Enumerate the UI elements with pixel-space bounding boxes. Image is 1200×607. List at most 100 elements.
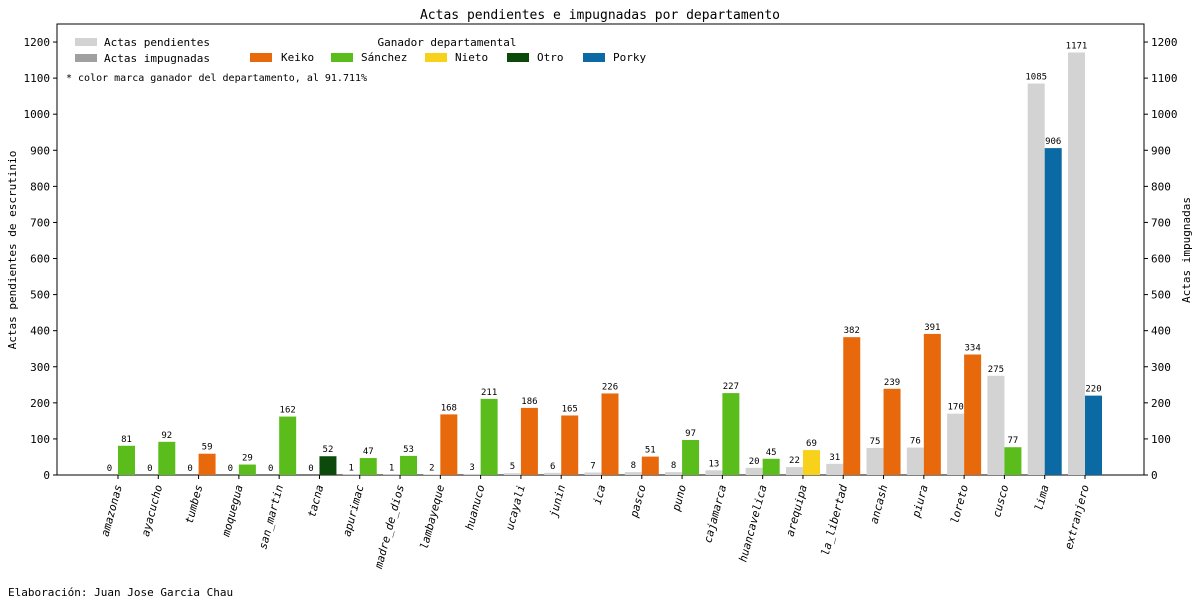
y-tick-label-right: 100 <box>1151 433 1171 446</box>
bar-pendientes-junin <box>544 472 562 475</box>
y-tick-label-right: 1000 <box>1151 108 1178 121</box>
bar-pendientes-extranjero <box>1068 52 1085 475</box>
label-impugnadas-madre_de_dios: 53 <box>403 445 414 455</box>
y-tick-label-right: 1100 <box>1151 72 1178 85</box>
label-impugnadas-amazonas: 81 <box>121 435 132 445</box>
bar-pendientes-cusco <box>987 375 1005 475</box>
y-tick-label-left: 600 <box>30 253 50 266</box>
legend-swatch-porky <box>583 53 605 62</box>
x-tick-label-huancavelica: huancavelica <box>736 483 769 563</box>
y-tick-label-right: 300 <box>1151 361 1171 374</box>
x-tick-label-junin: junin <box>547 483 568 518</box>
label-pendientes-junin: 6 <box>550 462 555 472</box>
y-tick-label-right: 1200 <box>1151 36 1178 49</box>
label-pendientes-amazonas: 0 <box>107 464 112 474</box>
x-tick-label-ayacucho: ayacucho <box>139 483 165 538</box>
label-pendientes-madre_de_dios: 1 <box>389 464 394 474</box>
label-impugnadas-huancavelica: 45 <box>766 448 777 458</box>
label-pendientes-loreto: 170 <box>947 403 963 413</box>
bar-impugnadas-loreto <box>964 354 982 475</box>
y-tick-label-right: 500 <box>1151 289 1171 302</box>
legend-swatch-nieto <box>425 53 447 62</box>
label-pendientes-lambayeque: 2 <box>429 463 434 473</box>
bar-impugnadas-lima <box>1044 148 1062 475</box>
label-impugnadas-arequipa: 69 <box>806 439 817 449</box>
bar-pendientes-ancash <box>866 447 884 475</box>
x-tick-label-ica: ica <box>591 483 609 506</box>
bar-pendientes-pasco <box>624 472 642 475</box>
chart: Actas pendientes e impugnadas por depart… <box>6 8 1193 571</box>
label-impugnadas-extranjero: 220 <box>1085 385 1101 395</box>
bar-impugnadas-junin <box>561 415 579 475</box>
bar-impugnadas-cajamarca <box>722 393 740 475</box>
label-impugnadas-piura: 391 <box>924 323 940 333</box>
label-pendientes-cusco: 275 <box>988 365 1004 375</box>
label-pendientes-moquegua: 0 <box>228 464 233 474</box>
y-axis-label-left: Actas pendientes de escrutinio <box>6 151 19 350</box>
y-tick-label-right: 0 <box>1151 469 1158 482</box>
bar-impugnadas-lambayeque <box>440 414 458 475</box>
label-impugnadas-ancash: 239 <box>884 378 900 388</box>
x-tick-label-arequipa: arequipa <box>784 483 810 538</box>
y-tick-label-left: 200 <box>30 397 50 410</box>
bar-impugnadas-ucayali <box>520 407 538 475</box>
bar-pendientes-puno <box>665 472 683 475</box>
y-tick-label-left: 0 <box>43 469 50 482</box>
y-axis-label-right: Actas impugnadas <box>1180 197 1193 303</box>
bar-pendientes-lima <box>1027 83 1045 476</box>
bar-impugnadas-ica <box>601 393 619 475</box>
label-impugnadas-moquegua: 29 <box>242 454 253 464</box>
legend-label-nieto: Nieto <box>455 51 488 64</box>
y-tick-label-left: 500 <box>30 289 50 302</box>
bar-impugnadas-ayacucho <box>158 441 176 475</box>
label-pendientes-huancavelica: 20 <box>749 457 760 467</box>
y-tick-label-left: 800 <box>30 180 50 193</box>
legend-swatch-sanchez <box>331 53 353 62</box>
legend-note: * color marca ganador del departamento, … <box>66 73 367 84</box>
y-tick-label-right: 900 <box>1151 144 1171 157</box>
label-impugnadas-tacna: 52 <box>323 445 334 455</box>
label-pendientes-la_libertad: 31 <box>829 453 840 463</box>
bar-impugnadas-ancash <box>883 388 901 475</box>
bar-impugnadas-huanuco <box>480 398 498 475</box>
x-tick-label-loreto: loreto <box>948 483 971 525</box>
legend-label-pendientes: Actas pendientes <box>104 36 210 49</box>
x-tick-label-lima: lima <box>1032 483 1051 512</box>
label-impugnadas-loreto: 334 <box>964 343 980 353</box>
bar-impugnadas-arequipa <box>802 450 820 475</box>
legend-swatch-otro <box>507 53 529 62</box>
y-tick-label-right: 400 <box>1151 325 1171 338</box>
bar-pendientes-arequipa <box>785 467 803 475</box>
x-tick-label-apurimac: apurimac <box>340 483 366 538</box>
legend-label-keiko: Keiko <box>281 51 314 64</box>
x-tick-label-lambayeque: lambayeque <box>418 483 448 551</box>
bar-impugnadas-amazonas <box>118 445 135 475</box>
bar-impugnadas-madre_de_dios <box>400 455 418 475</box>
x-tick-label-tumbes: tumbes <box>183 483 206 525</box>
legend-swatch-pendientes <box>75 38 97 46</box>
x-tick-label-san_martin: san_martin <box>256 483 286 550</box>
label-pendientes-pasco: 8 <box>631 461 636 471</box>
bar-pendientes-huanuco <box>463 473 481 475</box>
bar-impugnadas-tacna <box>319 456 337 475</box>
bar-impugnadas-huancavelica <box>762 458 780 475</box>
y-tick-label-left: 400 <box>30 325 50 338</box>
x-tick-label-cusco: cusco <box>990 483 1011 518</box>
legend-label-impugnadas: Actas impugnadas <box>104 52 210 65</box>
y-tick-label-left: 700 <box>30 216 50 229</box>
label-pendientes-extranjero: 1171 <box>1066 42 1088 52</box>
label-impugnadas-cajamarca: 227 <box>723 382 739 392</box>
y-tick-label-left: 1200 <box>24 36 51 49</box>
y-tick-label-right: 600 <box>1151 253 1171 266</box>
label-impugnadas-lambayeque: 168 <box>441 403 457 413</box>
legend-winner-title: Ganador departamental <box>377 36 516 49</box>
bar-pendientes-la_libertad <box>826 463 844 475</box>
label-pendientes-ucayali: 5 <box>510 462 515 472</box>
label-impugnadas-tumbes: 59 <box>202 443 213 453</box>
x-tick-labels: amazonas ayacucho tumbes moquegua san_martin… <box>99 483 1092 571</box>
bars <box>118 52 1102 476</box>
legend-label-otro: Otro <box>537 51 564 64</box>
bar-pendientes-loreto <box>947 413 965 475</box>
label-impugnadas-apurimac: 47 <box>363 447 374 457</box>
bar-pendientes-lambayeque <box>423 474 441 475</box>
